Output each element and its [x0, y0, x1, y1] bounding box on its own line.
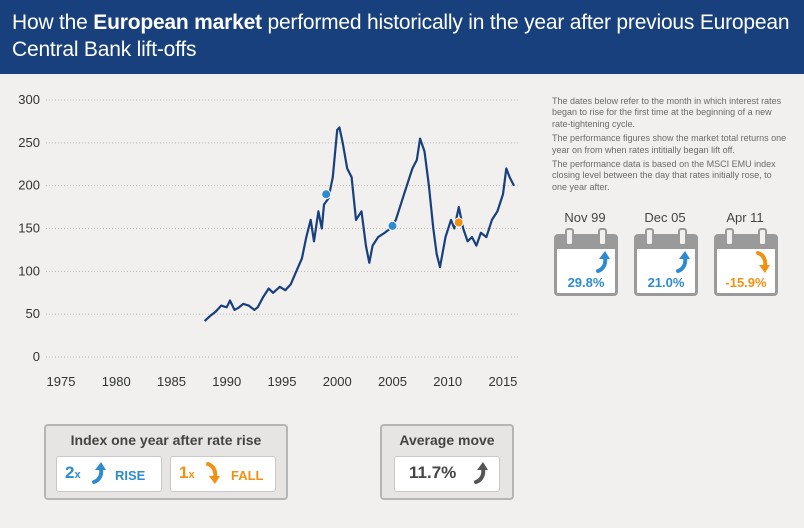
header-banner: How the European market performed histor… [0, 0, 804, 74]
page-title: How the European market performed histor… [12, 9, 792, 63]
arrow-up-icon [676, 251, 690, 273]
calendar-card: -15.9% [714, 228, 778, 296]
x-tick-label: 1995 [268, 374, 297, 389]
calendar-card: 21.0% [634, 228, 698, 296]
x-tick-label: 2000 [323, 374, 352, 389]
rate-rise-marker [321, 189, 332, 200]
y-tick-label: 0 [33, 349, 40, 364]
y-tick-label: 200 [18, 178, 40, 193]
y-tick-label: 250 [18, 135, 40, 150]
title-emphasis: European market [93, 11, 262, 34]
arrow-down-icon [756, 251, 770, 273]
y-tick-label: 50 [26, 306, 40, 321]
calendar-date: Nov 99 [564, 210, 606, 225]
rise-count: 2x [65, 463, 81, 482]
calendar-ring-icon [758, 228, 767, 246]
calendar-card: 29.8% [554, 228, 618, 296]
fall-label: FALL [231, 468, 264, 483]
calendar-ring-icon [565, 228, 574, 246]
line-chart: 0 50 100 150 200 250 300 1975 1980 1985 1990 1995 20… [18, 92, 518, 389]
rate-rise-marker [453, 217, 464, 228]
average-panel: Average move 11.7% [380, 424, 514, 500]
x-tick-label: 2005 [378, 374, 407, 389]
calendar-nov-99: Nov 99 29.8% [552, 210, 618, 296]
rise-chip: 2x RISE [56, 456, 162, 492]
y-tick-label: 100 [18, 263, 40, 278]
calendar-date: Dec 05 [644, 210, 686, 225]
rate-rise-marker [387, 220, 398, 231]
arrow-down-icon [206, 462, 220, 484]
chart-notes: The dates below refer to the month in wh… [552, 96, 788, 196]
note-3: The performance data is based on the MSC… [552, 159, 776, 192]
average-value: 11.7% [409, 463, 457, 482]
average-title: Average move [399, 432, 495, 448]
arrow-up-icon [596, 251, 610, 273]
calendar-value: 29.8% [567, 275, 605, 290]
note-1: The dates below refer to the month in wh… [552, 96, 782, 129]
fall-chip: 1x FALL [170, 456, 276, 492]
x-tick-label: 1990 [212, 374, 241, 389]
title-suffix: performed historically in the year after… [12, 11, 790, 61]
summary-panel: Index one year after rate rise 2x RISE 1… [44, 424, 288, 500]
y-tick-label: 300 [18, 92, 40, 107]
note-2: The performance figures show the market … [552, 133, 787, 155]
x-tick-label: 1975 [47, 374, 76, 389]
calendar-ring-icon [645, 228, 654, 246]
arrow-up-icon [474, 462, 488, 484]
x-tick-label: 2010 [433, 374, 462, 389]
x-tick-label: 2015 [488, 374, 517, 389]
calendar-dec-05: Dec 05 21.0% [632, 210, 698, 296]
calendar-date: Apr 11 [726, 210, 764, 225]
fall-count: 1x [179, 463, 195, 482]
x-tick-label: 1985 [157, 374, 186, 389]
calendar-ring-icon [598, 228, 607, 246]
index-line [203, 126, 515, 322]
summary-title: Index one year after rate rise [70, 432, 262, 448]
arrow-up-icon [92, 462, 106, 484]
rise-label: RISE [115, 468, 146, 483]
y-tick-label: 150 [18, 221, 40, 236]
title-prefix: How the [12, 11, 94, 34]
average-chip: 11.7% [394, 456, 500, 492]
calendar-apr-11: Apr 11 -15.9% [712, 210, 778, 296]
x-tick-label: 1980 [102, 374, 131, 389]
calendar-value: 21.0% [647, 275, 685, 290]
calendar-value: -15.9% [725, 275, 767, 290]
calendar-ring-icon [678, 228, 687, 246]
calendar-ring-icon [725, 228, 734, 246]
